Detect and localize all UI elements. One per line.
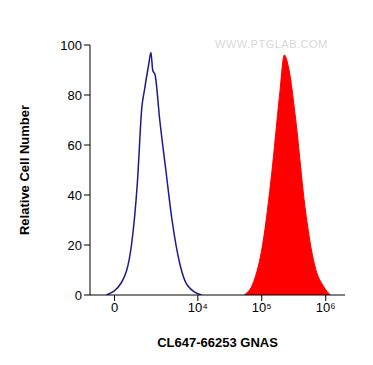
svg-text:80: 80	[68, 88, 82, 103]
svg-text:60: 60	[68, 138, 82, 153]
svg-text:0: 0	[75, 288, 82, 303]
svg-text:100: 100	[60, 38, 82, 53]
svg-text:CL647-66253 GNAS: CL647-66253 GNAS	[157, 335, 278, 350]
html-text:WWW.PTGLAB.COM: WWW.PTGLAB.COM	[215, 38, 328, 50]
svg-text:0: 0	[111, 300, 118, 315]
svg-text:10⁵: 10⁵	[252, 300, 272, 315]
svg-text:10⁴: 10⁴	[188, 300, 208, 315]
svg-text:Relative Cell Number: Relative Cell Number	[17, 105, 32, 235]
svg-text:10⁶: 10⁶	[316, 300, 336, 315]
svg-text:40: 40	[68, 188, 82, 203]
svg-text:20: 20	[68, 238, 82, 253]
